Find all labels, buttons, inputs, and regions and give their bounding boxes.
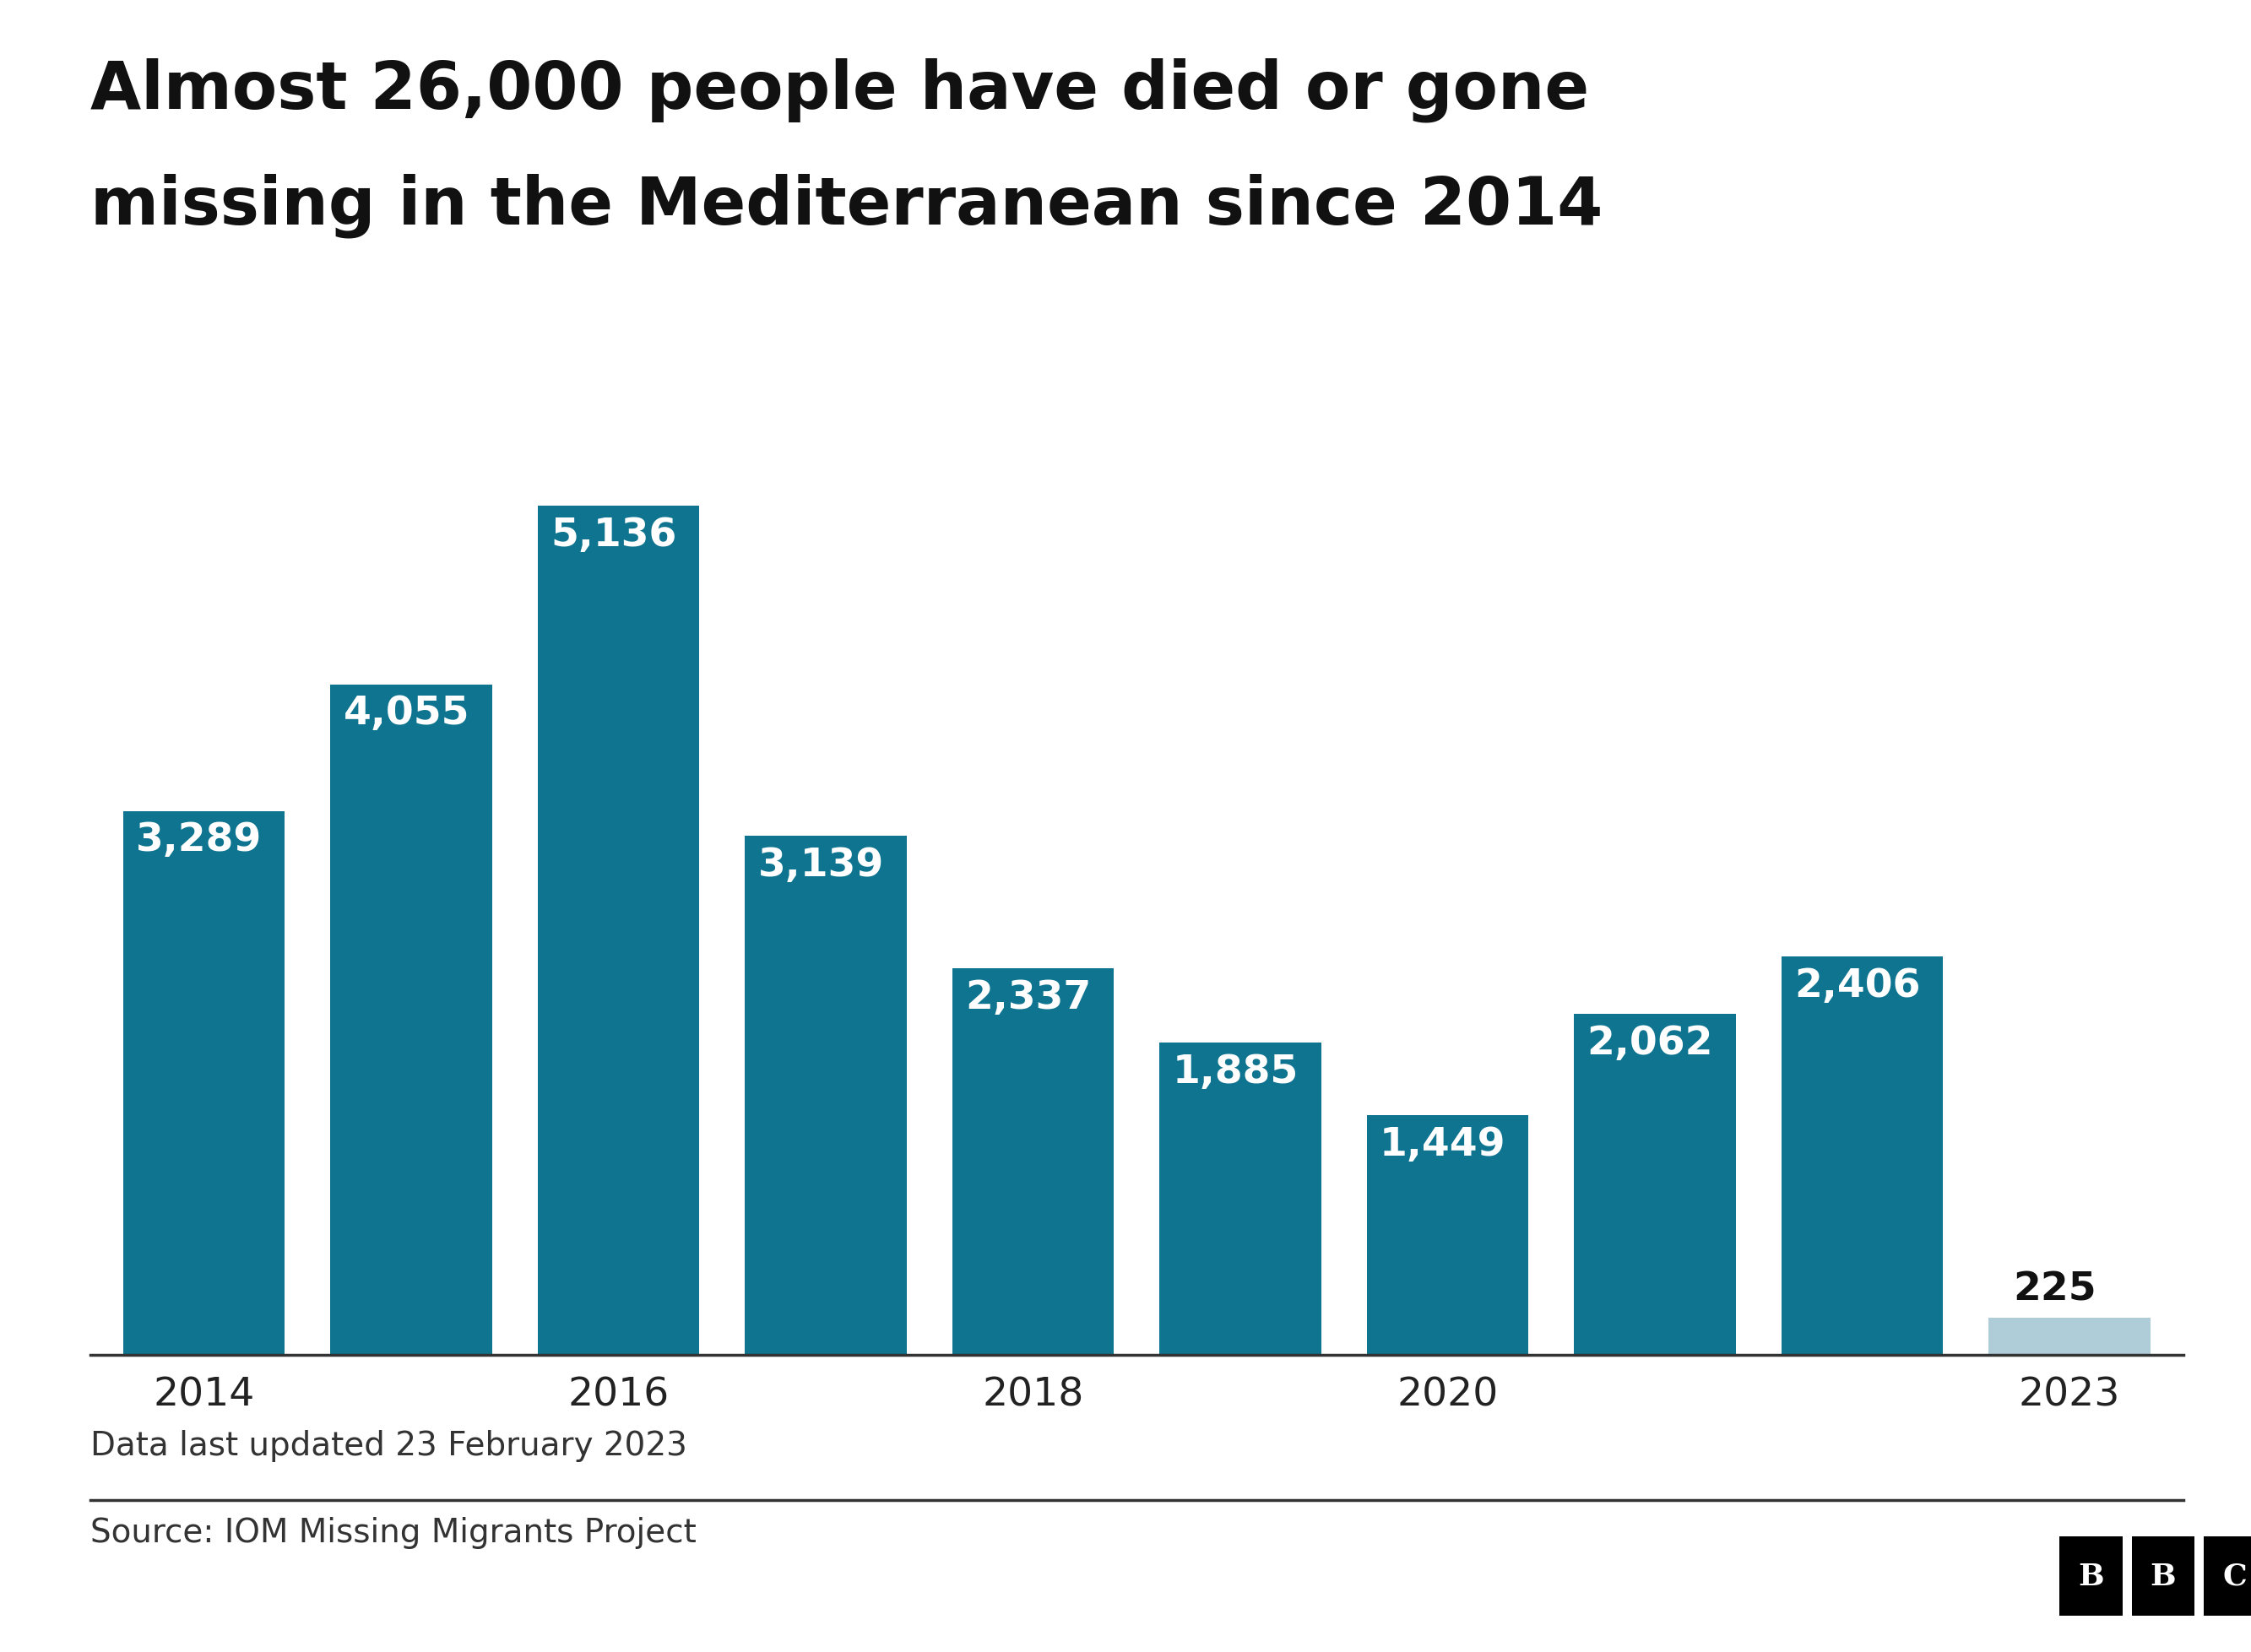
Text: B: B <box>2078 1561 2105 1591</box>
Text: 5,136: 5,136 <box>551 515 678 553</box>
Text: 3,289: 3,289 <box>135 821 261 859</box>
Bar <box>1366 1115 1528 1355</box>
Bar <box>1988 1318 2150 1355</box>
Text: 2,406: 2,406 <box>1794 966 1920 1004</box>
Bar <box>538 506 700 1355</box>
Bar <box>1781 957 1943 1355</box>
Bar <box>952 968 1114 1355</box>
Text: 2,062: 2,062 <box>1587 1024 1713 1062</box>
Text: B: B <box>2150 1561 2177 1591</box>
Bar <box>1573 1014 1736 1355</box>
Text: Data last updated 23 February 2023: Data last updated 23 February 2023 <box>90 1429 687 1460</box>
Text: 3,139: 3,139 <box>759 846 885 884</box>
Text: C: C <box>2224 1561 2246 1591</box>
Text: Source: IOM Missing Migrants Project: Source: IOM Missing Migrants Project <box>90 1517 696 1548</box>
Text: 225: 225 <box>2012 1270 2096 1308</box>
Text: missing in the Mediterranean since 2014: missing in the Mediterranean since 2014 <box>90 173 1603 238</box>
Text: 4,055: 4,055 <box>344 695 470 732</box>
Text: 1,449: 1,449 <box>1380 1125 1506 1163</box>
Bar <box>1159 1044 1321 1355</box>
Text: Almost 26,000 people have died or gone: Almost 26,000 people have died or gone <box>90 58 1589 122</box>
Text: 1,885: 1,885 <box>1173 1054 1299 1090</box>
Bar <box>124 811 286 1355</box>
Text: 2,337: 2,337 <box>966 978 1092 1016</box>
Bar <box>745 836 907 1355</box>
Bar <box>331 686 493 1355</box>
